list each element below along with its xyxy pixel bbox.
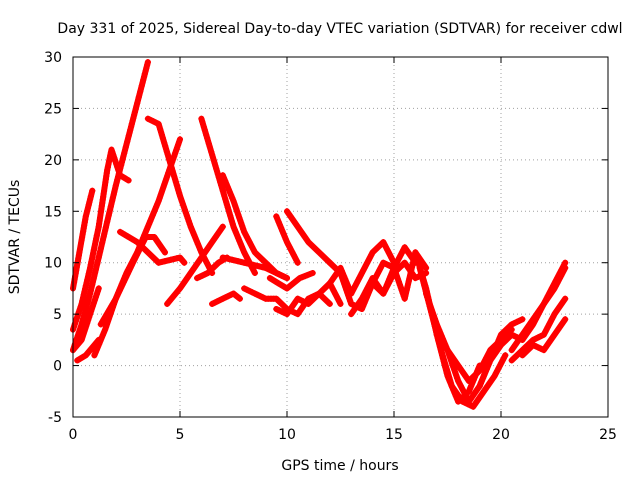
x-tick-labels: 0 5 10 15 20 25 (69, 427, 617, 443)
chart-title: Day 331 of 2025, Sidereal Day-to-day VTE… (57, 21, 622, 37)
x-tick-label: 20 (492, 427, 510, 443)
y-axis-label: SDTVAR / TECUs (7, 180, 23, 295)
y-tick-label: 15 (44, 204, 62, 220)
series-markers (219, 254, 290, 282)
x-tick-label: 10 (278, 427, 296, 443)
x-tick-label: 5 (176, 427, 185, 443)
series-markers (209, 290, 243, 307)
x-tick-label: 15 (385, 427, 403, 443)
series-track-20 (273, 213, 301, 266)
series-track-7 (91, 136, 183, 359)
axis-ticks (72, 56, 609, 418)
y-tick-label: 5 (53, 307, 62, 323)
series-track-5 (74, 336, 102, 364)
y-tick-label: 20 (44, 153, 62, 169)
x-tick-label: 25 (599, 427, 617, 443)
x-tick-label: 0 (69, 427, 78, 443)
series-track-18 (266, 270, 316, 292)
series-markers (117, 228, 188, 266)
series-track-30 (508, 264, 569, 354)
series-markers (284, 208, 333, 266)
plot-frame (72, 56, 609, 418)
series-markers (164, 223, 226, 307)
series-track-10 (164, 223, 226, 307)
y-tick-label: 30 (44, 50, 62, 66)
series-track-15 (209, 290, 243, 307)
y-tick-labels: -5 0 5 10 15 20 25 30 (44, 50, 62, 426)
series-markers (508, 295, 569, 364)
series-track-4 (70, 285, 102, 354)
x-axis-label: GPS time / hours (281, 458, 398, 474)
series-track-14 (219, 254, 290, 282)
series-markers (266, 270, 316, 292)
series-track-8 (117, 228, 188, 266)
series-track-19 (284, 208, 333, 266)
series-track-31 (508, 295, 569, 364)
y-tick-label: 25 (44, 101, 62, 117)
series-markers (273, 213, 301, 266)
series-track-29 (476, 259, 569, 390)
y-tick-label: 0 (53, 359, 62, 375)
y-tick-label: 10 (44, 256, 62, 272)
series-markers (198, 115, 258, 276)
series-markers (508, 264, 569, 354)
series-markers (519, 316, 569, 359)
series-track-12 (198, 115, 258, 276)
grid (73, 57, 608, 417)
series-layer (70, 59, 569, 410)
series-track-32 (519, 316, 569, 359)
y-tick-label: -5 (48, 410, 62, 426)
